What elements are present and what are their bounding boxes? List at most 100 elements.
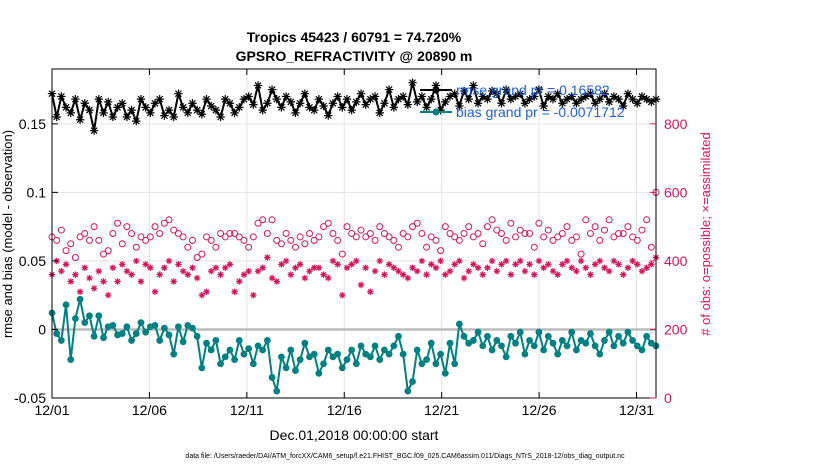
bias-point [558,337,566,344]
rmse-point [141,103,150,112]
y-tick-label-right: 800 [664,116,688,132]
assimilated-point [549,267,557,275]
possible-point [268,216,276,224]
rmse-point [113,103,122,112]
assimilated-point [296,261,304,268]
rmse-point [628,94,637,104]
bias-point [587,330,594,337]
x-tick-label: 12/21 [424,402,459,418]
possible-point [324,219,332,227]
rmse-point [590,99,600,108]
bias-point [385,350,393,358]
possible-point [226,230,234,237]
assimilated-point [320,271,327,278]
possible-point [526,230,534,237]
assimilated-point [357,281,365,289]
bias-point [596,350,604,358]
bias-point [175,323,182,331]
possible-point [160,219,168,227]
possible-point [409,223,417,231]
rmse-point [291,108,300,118]
x-tick-label: 12/11 [230,402,264,418]
rmse-point [71,94,80,104]
rmse-point [174,89,183,98]
rmse-point [230,108,239,118]
possible-point [512,233,520,241]
y-tick-label-right: 600 [664,184,688,200]
rmse-point [525,94,534,104]
y-tick-label-left: 0 [38,321,46,337]
bias-point [629,337,636,344]
rmse-point [122,112,132,122]
bias-point [198,364,206,372]
assimilated-point [451,261,458,268]
possible-point [357,226,365,234]
assimilated-point [404,274,412,282]
bias-point [76,295,84,303]
bias-point [418,360,426,368]
bias-point [67,356,75,364]
bias-point [413,346,421,354]
assimilated-point [456,257,463,265]
possible-point [174,230,182,237]
possible-point [100,250,108,258]
possible-point [577,250,585,258]
possible-point [179,233,187,241]
assimilated-point [442,271,449,278]
rmse-point [539,101,548,111]
rmse-point [398,92,408,101]
rmse-point [80,99,89,108]
bias-point [624,328,632,336]
possible-point [488,216,496,224]
assimilated-point [376,257,383,265]
assimilated-point [629,257,636,265]
assimilated-point [67,278,74,285]
assimilated-point [521,267,529,275]
bias-point [118,330,126,337]
bias-point [217,360,224,368]
bias-point [179,338,187,346]
rmse-point [427,94,436,104]
assimilated-point [591,261,599,268]
bias-point [498,342,505,350]
bias-point [151,321,159,329]
bias-point [554,350,562,358]
possible-point [600,226,608,234]
possible-point [334,236,342,244]
rmse-point [319,101,328,111]
rmse-point [544,92,553,101]
assimilated-point [198,291,206,299]
possible-point [235,233,243,241]
bias-point [549,339,557,347]
bias-point [582,339,590,347]
rmse-point [375,108,384,118]
possible-point [507,219,515,227]
bias-point [605,328,613,336]
possible-point [521,230,529,237]
bias-point [502,353,510,361]
possible-point [193,253,201,261]
possible-point [493,226,501,234]
bias-point [282,364,290,372]
bias-point [423,356,430,364]
bias-point [381,346,388,354]
rmse-point [132,116,141,126]
possible-point [263,230,271,237]
assimilated-point [90,285,98,292]
bias-point [249,360,257,368]
rmse-point [595,94,605,104]
assimilated-point [325,274,332,282]
possible-point [638,226,646,234]
assimilated-point [301,274,309,282]
possible-point [558,230,566,237]
possible-point [629,233,637,241]
bias-point [376,356,384,364]
assimilated-point [582,264,589,271]
y-axis-label-right: # of obs: o=possible; ×=assimilated [698,132,713,335]
rmse-point [61,103,71,112]
assimilated-point [100,278,107,285]
rmse-point [441,97,450,107]
assimilated-point [72,271,79,278]
rmse-point [459,86,469,96]
possible-point [137,233,145,241]
